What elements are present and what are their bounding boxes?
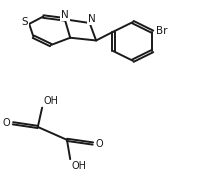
- Text: S: S: [21, 17, 28, 27]
- Text: O: O: [3, 118, 10, 128]
- Text: O: O: [95, 139, 103, 148]
- Text: OH: OH: [71, 161, 86, 171]
- Text: OH: OH: [43, 96, 58, 106]
- Text: N: N: [88, 14, 96, 24]
- Text: Br: Br: [156, 26, 168, 36]
- Text: N: N: [61, 10, 69, 20]
